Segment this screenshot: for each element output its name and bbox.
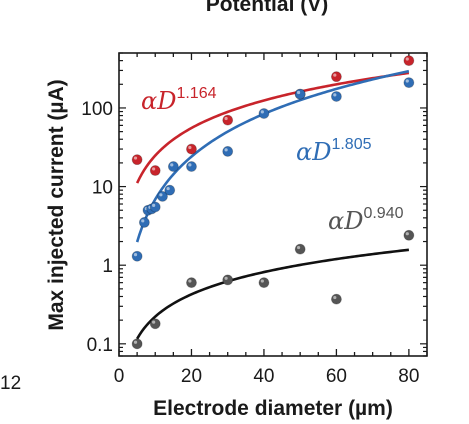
data-point-highlight (260, 279, 264, 283)
fit-label-blue-exponent: 1.805 (331, 136, 371, 153)
data-point-highlight (152, 167, 156, 171)
x-tick-label: 80 (398, 366, 419, 387)
data-point-highlight (296, 245, 301, 250)
x-tick-label: 0 (114, 366, 125, 387)
y-tick-label: 10 (92, 178, 113, 199)
fit-label-black-exponent: 0.940 (363, 205, 403, 222)
cropped-left-tick-label: 12 (0, 373, 21, 394)
data-point-highlight (405, 57, 409, 61)
cropped-top-title: Potential (V) (206, 0, 329, 16)
data-point (294, 243, 306, 255)
data-point-highlight (224, 148, 228, 152)
fit-label-red: αD1.164 (141, 85, 217, 115)
data-point-highlight (133, 156, 138, 160)
data-point (131, 154, 143, 166)
y-tick-label: 0.1 (87, 335, 113, 356)
data-point (131, 338, 143, 350)
data-point (331, 71, 342, 83)
data-point (149, 318, 161, 330)
fit-label-red-base: αD (141, 87, 176, 115)
data-point (186, 143, 197, 155)
data-point-highlight (296, 90, 301, 95)
data-point (222, 114, 234, 126)
x-tick-labels: 0 20 40 60 80 (114, 366, 420, 387)
data-point (331, 91, 342, 102)
data-point-highlight (333, 295, 337, 300)
data-point-highlight (333, 73, 337, 77)
data-point (403, 229, 415, 241)
y-tick-label: 1 (102, 256, 113, 277)
data-point (294, 88, 306, 100)
data-point-highlight (188, 279, 192, 283)
data-point-highlight (188, 145, 192, 150)
data-point (164, 184, 176, 196)
data-point-highlight (133, 340, 138, 344)
fit-label-red-exponent: 1.164 (176, 85, 216, 102)
fit-curve-1 (135, 69, 410, 243)
data-point-highlight (405, 232, 409, 236)
data-point (138, 217, 150, 228)
y-tick-label: 100 (81, 99, 113, 120)
data-point (403, 77, 415, 89)
data-point (149, 201, 161, 213)
x-tick-label: 20 (181, 366, 202, 387)
fit-curves (135, 69, 410, 340)
series-0-points (131, 55, 415, 176)
data-point-highlight (333, 93, 337, 97)
data-point (149, 165, 161, 176)
data-point-highlight (159, 193, 163, 197)
series-2-points (131, 229, 415, 350)
data-point-highlight (133, 253, 138, 257)
fit-curve-0 (135, 71, 410, 184)
x-axis-title: Electrode diameter (µm) (153, 397, 393, 420)
fit-label-blue: αD1.805 (296, 136, 372, 166)
data-point-highlight (170, 163, 174, 167)
fit-label-black: αD0.940 (328, 205, 404, 235)
data-point (186, 161, 197, 172)
data-point-highlight (141, 219, 145, 223)
data-point (131, 250, 143, 262)
data-point (258, 277, 270, 289)
fit-curve-2 (136, 248, 410, 340)
fit-label-black-base: αD (328, 207, 363, 235)
data-point-highlight (405, 79, 409, 83)
x-tick-label: 40 (253, 366, 274, 387)
series-1-points (131, 77, 415, 262)
data-points (131, 55, 415, 350)
data-point (403, 55, 415, 67)
data-point-highlight (152, 203, 156, 207)
data-point-highlight (166, 186, 170, 191)
data-point-highlight (224, 276, 228, 280)
data-point-highlight (260, 110, 264, 114)
axis-ticks (118, 52, 428, 357)
y-axis-title: Max injected current (µA) (45, 79, 68, 330)
data-point (186, 277, 197, 289)
fit-label-blue-base: αD (296, 138, 331, 166)
data-point (258, 108, 270, 119)
data-point-highlight (188, 163, 192, 167)
data-point (167, 161, 179, 172)
x-tick-label: 60 (326, 366, 347, 387)
data-point (222, 146, 234, 157)
data-point-highlight (152, 320, 156, 324)
data-point-highlight (224, 116, 228, 121)
data-point (222, 274, 234, 286)
data-point (331, 293, 342, 305)
y-tick-labels: 0.1 1 10 100 (81, 99, 113, 356)
